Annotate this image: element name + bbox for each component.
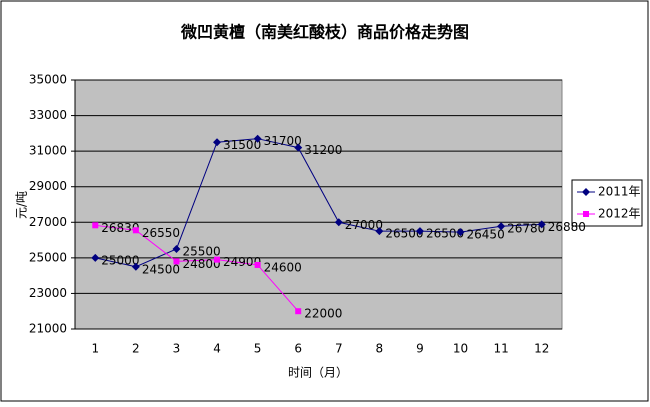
marker [253, 134, 262, 143]
marker [375, 227, 384, 236]
data-label: 25500 [182, 244, 220, 258]
marker [92, 222, 99, 229]
marker [132, 227, 139, 234]
x-tick-label: 1 [91, 342, 99, 356]
data-label: 26500 [385, 227, 423, 241]
x-tick-label: 8 [376, 342, 384, 356]
x-tick-label: 7 [335, 342, 343, 356]
marker [254, 261, 261, 268]
x-tick-label: 10 [453, 342, 468, 356]
marker [456, 228, 465, 237]
y-tick-label: 33000 [29, 108, 67, 122]
marker [131, 262, 140, 271]
x-tick-label: 11 [493, 342, 508, 356]
legend-label: 2011年 [598, 185, 641, 199]
marker [213, 138, 222, 147]
marker [91, 253, 100, 262]
legend-marker [582, 188, 590, 196]
legend-box [571, 179, 643, 227]
series-line [95, 224, 299, 312]
marker [415, 227, 424, 236]
y-tick-label: 21000 [29, 322, 67, 336]
x-tick-label: 3 [173, 342, 181, 356]
y-tick-label: 23000 [29, 286, 67, 300]
data-label: 26550 [142, 226, 180, 240]
x-axis-label: 时间（月） [288, 366, 348, 380]
data-label: 24600 [264, 260, 302, 274]
series-line [95, 138, 542, 268]
marker [295, 308, 302, 315]
data-label: 31500 [223, 138, 261, 152]
data-label: 24500 [142, 262, 180, 276]
x-tick-label: 6 [294, 342, 302, 356]
x-tick-label: 12 [534, 342, 549, 356]
marker [214, 256, 221, 263]
data-label: 25000 [101, 253, 139, 267]
data-label: 22000 [304, 307, 342, 321]
marker [173, 258, 180, 265]
y-tick-label: 29000 [29, 179, 67, 193]
marker [334, 218, 343, 227]
legend-label: 2012年 [598, 207, 641, 221]
y-tick-label: 35000 [29, 73, 67, 87]
data-label: 24800 [182, 257, 220, 271]
x-tick-label: 2 [132, 342, 140, 356]
legend-marker [583, 211, 589, 217]
data-label: 26880 [548, 220, 586, 234]
plot-background [74, 79, 563, 330]
marker [172, 244, 181, 253]
y-tick-label: 31000 [29, 144, 67, 158]
data-label: 24900 [223, 255, 261, 269]
y-tick-label: 25000 [29, 250, 67, 264]
marker [537, 220, 546, 229]
data-label: 26780 [507, 222, 545, 236]
x-tick-label: 9 [416, 342, 424, 356]
data-label: 26500 [426, 227, 464, 241]
y-axis-label: 元/吨 [15, 191, 29, 219]
data-label: 31200 [304, 143, 342, 157]
marker [294, 143, 303, 152]
data-label: 31700 [264, 134, 302, 148]
x-tick-label: 4 [213, 342, 221, 356]
data-label: 27000 [345, 218, 383, 232]
x-tick-label: 5 [254, 342, 262, 356]
y-tick-label: 27000 [29, 215, 67, 229]
data-label: 26830 [101, 221, 139, 235]
data-label: 26450 [467, 228, 505, 242]
marker [497, 222, 506, 231]
chart-title: 微凹黄檀（南美红酸枝）商品价格走势图 [180, 23, 469, 42]
